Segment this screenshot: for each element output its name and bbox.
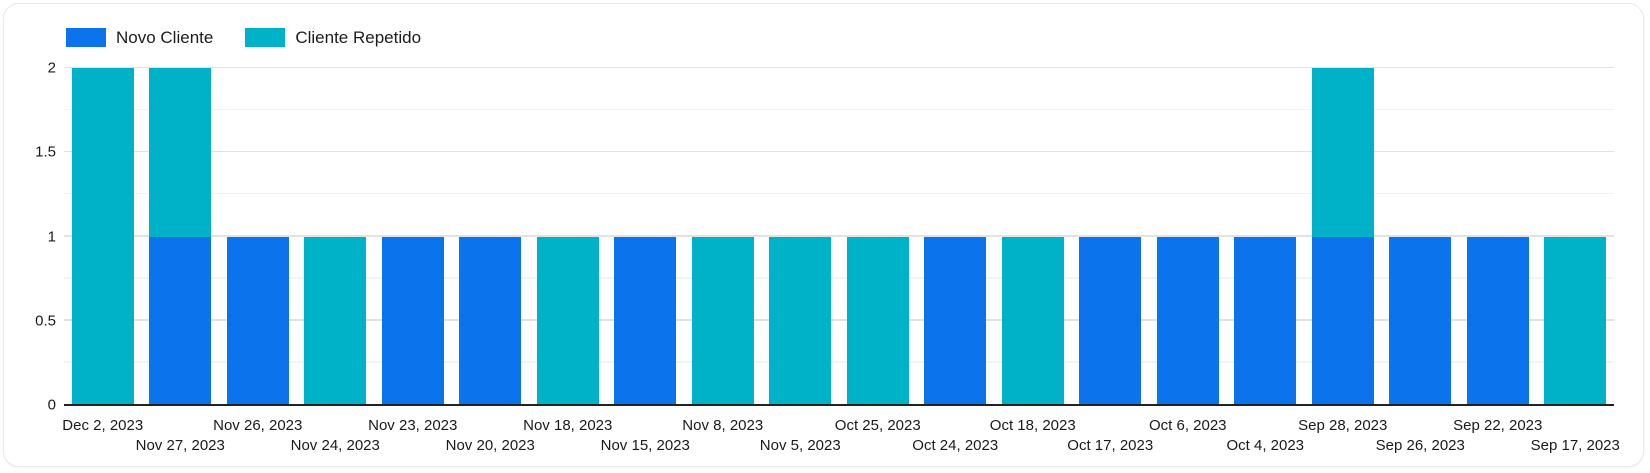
minor-gridline xyxy=(64,108,1614,111)
bar-group xyxy=(1072,68,1150,405)
x-axis-label: Nov 15, 2023 xyxy=(600,437,690,454)
bar-group xyxy=(1382,68,1460,405)
bar-group xyxy=(219,68,297,405)
bar-group xyxy=(607,68,685,405)
legend-swatch-cliente-repetido xyxy=(245,28,286,47)
bar-group xyxy=(529,68,607,405)
bar-segment-novo-cliente[interactable] xyxy=(1311,236,1374,405)
bar-group xyxy=(1537,68,1615,405)
x-axis-label: Nov 5, 2023 xyxy=(759,437,841,454)
bar-segment-novo-cliente[interactable] xyxy=(1156,236,1219,405)
plot-area xyxy=(64,66,1615,406)
major-gridline xyxy=(64,319,1614,321)
y-axis-label: 2 xyxy=(47,59,56,77)
bar-segment-novo-cliente[interactable] xyxy=(226,236,289,405)
bar-group xyxy=(64,68,142,405)
y-axis: 0 0.5 1 1.5 2 xyxy=(4,61,56,413)
bar-group xyxy=(994,68,1072,405)
y-axis-label: 1 xyxy=(47,228,56,245)
bar-group xyxy=(1459,68,1537,405)
legend-label-novo-cliente: Novo Cliente xyxy=(116,28,214,47)
minor-gridline xyxy=(64,361,1614,363)
major-gridline xyxy=(64,66,1614,68)
bar-segment-cliente-repetido[interactable] xyxy=(536,236,599,405)
x-axis-label: Nov 23, 2023 xyxy=(368,417,458,434)
major-gridline xyxy=(64,235,1614,237)
bar-group xyxy=(297,68,375,405)
bar-segment-cliente-repetido[interactable] xyxy=(71,68,134,405)
y-axis-label: 0 xyxy=(47,396,56,414)
bar-group xyxy=(452,68,530,405)
bar-segment-novo-cliente[interactable] xyxy=(1234,236,1297,405)
legend-swatch-novo-cliente xyxy=(66,28,106,47)
x-axis-label: Nov 8, 2023 xyxy=(682,417,764,434)
bar-segment-novo-cliente[interactable] xyxy=(381,236,444,405)
x-axis-label: Dec 2, 2023 xyxy=(62,417,144,434)
bar-segment-novo-cliente[interactable] xyxy=(149,236,212,405)
bar-segment-cliente-repetido[interactable] xyxy=(769,236,832,405)
x-axis-label: Nov 24, 2023 xyxy=(290,437,380,454)
x-axis-label: Sep 22, 2023 xyxy=(1453,417,1543,434)
bar-group xyxy=(839,68,917,405)
legend-item-cliente-repetido[interactable]: Cliente Repetido xyxy=(245,28,421,47)
chart-card: Novo Cliente Cliente Repetido 0 0.5 1 1.5 2 … xyxy=(3,3,1644,467)
x-axis-label: Oct 17, 2023 xyxy=(1067,437,1154,454)
bar-group xyxy=(917,68,995,405)
bar-segment-novo-cliente[interactable] xyxy=(459,236,522,405)
major-gridline xyxy=(64,150,1614,153)
legend-label-cliente-repetido: Cliente Repetido xyxy=(295,28,422,47)
bar-group xyxy=(142,68,220,405)
bar-segment-cliente-repetido[interactable] xyxy=(691,236,754,405)
x-axis-label: Nov 26, 2023 xyxy=(213,417,303,434)
bar-segment-cliente-repetido[interactable] xyxy=(149,68,212,237)
x-axis-label: Sep 17, 2023 xyxy=(1530,437,1620,454)
x-axis-label: Nov 18, 2023 xyxy=(523,417,613,434)
bar-group xyxy=(1149,68,1227,405)
bar-segment-cliente-repetido[interactable] xyxy=(1311,68,1374,237)
legend-item-novo-cliente[interactable]: Novo Cliente xyxy=(66,28,213,47)
bar-group xyxy=(762,68,840,405)
x-axis-label: Oct 6, 2023 xyxy=(1148,417,1227,434)
legend: Novo Cliente Cliente Repetido xyxy=(66,28,421,47)
x-axis-label: Oct 25, 2023 xyxy=(834,417,921,434)
bar-segment-cliente-repetido[interactable] xyxy=(846,236,909,405)
x-axis-label: Oct 4, 2023 xyxy=(1226,437,1305,454)
bar-group xyxy=(374,68,452,405)
bar-segment-novo-cliente[interactable] xyxy=(1389,236,1452,405)
bar-segment-novo-cliente[interactable] xyxy=(614,236,677,405)
bar-segment-novo-cliente[interactable] xyxy=(1466,236,1529,405)
bar-segment-cliente-repetido[interactable] xyxy=(304,236,367,405)
x-axis: Dec 2, 2023 Nov 27, 2023 Nov 26, 2023 Nov 2… xyxy=(62,408,1620,464)
x-axis-label: Sep 28, 2023 xyxy=(1298,417,1388,434)
x-axis-label: Oct 24, 2023 xyxy=(912,437,999,454)
bar-segment-novo-cliente[interactable] xyxy=(1079,236,1142,405)
y-axis-label: 0.5 xyxy=(35,312,56,330)
x-axis-label: Nov 27, 2023 xyxy=(135,437,225,454)
bar-group xyxy=(1304,68,1382,405)
bar-group xyxy=(1227,68,1305,405)
x-axis-label: Sep 26, 2023 xyxy=(1375,437,1465,454)
minor-gridline xyxy=(64,192,1614,195)
x-axis-label: Nov 20, 2023 xyxy=(445,437,535,454)
bar-segment-cliente-repetido[interactable] xyxy=(1001,236,1064,405)
x-axis-label: Oct 18, 2023 xyxy=(989,417,1076,434)
minor-gridline xyxy=(64,277,1614,279)
y-axis-label: 1.5 xyxy=(35,143,56,161)
bar-segment-cliente-repetido[interactable] xyxy=(1544,236,1607,405)
bar-segment-novo-cliente[interactable] xyxy=(924,236,987,405)
bar-group xyxy=(684,68,762,405)
x-axis-line xyxy=(64,404,1614,406)
